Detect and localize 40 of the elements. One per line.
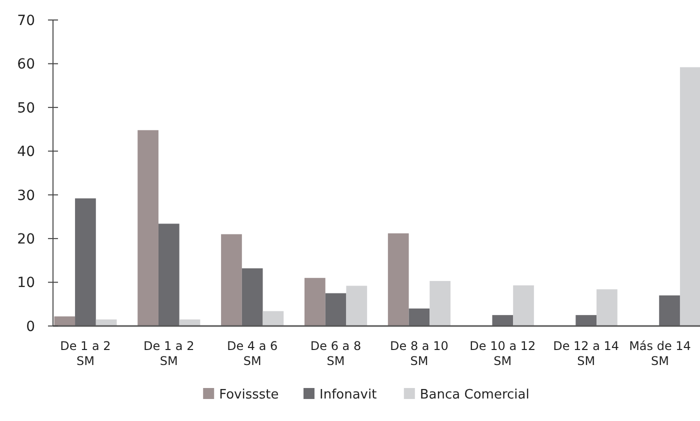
bar xyxy=(388,233,409,326)
x-tick-label: De 10 a 12 SM xyxy=(470,339,536,368)
bar xyxy=(408,308,430,326)
x-tick-label: Más de 14 SM xyxy=(629,339,691,368)
bar xyxy=(54,316,76,326)
bar xyxy=(96,319,117,326)
bar xyxy=(513,285,534,326)
bar xyxy=(680,67,700,326)
bar xyxy=(262,311,284,326)
y-tick-label: 10 xyxy=(17,275,35,292)
y-tick-label: 60 xyxy=(17,56,35,73)
y-tick-label: 0 xyxy=(26,318,35,335)
y-tick-label: 20 xyxy=(17,231,35,248)
bar xyxy=(346,286,368,326)
bar xyxy=(179,319,200,326)
bar xyxy=(158,224,180,326)
bar xyxy=(492,315,514,326)
y-tick-label: 30 xyxy=(17,188,35,204)
x-tick-label: De 12 a 14 SM xyxy=(553,339,620,368)
x-tick-label: De 6 a 8 SM xyxy=(310,339,362,368)
bar xyxy=(430,280,451,326)
bar xyxy=(75,198,96,326)
x-tick-label: De 1 a 2 SM xyxy=(60,339,111,368)
legend-label: Banca Comercial xyxy=(420,388,530,403)
x-tick-label: De 1 a 2 SM xyxy=(144,339,194,368)
y-tick-label: 50 xyxy=(17,100,35,116)
bar xyxy=(138,130,158,326)
bar xyxy=(221,234,242,326)
bar xyxy=(576,315,597,326)
y-tick-label: 40 xyxy=(17,144,35,160)
bar xyxy=(659,295,680,326)
bar xyxy=(242,268,263,326)
x-tick-label: De 4 a 6 SM xyxy=(226,339,278,368)
bar xyxy=(325,293,346,326)
bar xyxy=(596,289,618,326)
legend-label: Infonavit xyxy=(320,388,377,403)
legend-label: Fovissste xyxy=(219,388,279,403)
y-tick-label: 70 xyxy=(17,12,35,29)
x-tick-label: De 8 a 10 SM xyxy=(390,339,448,368)
bar xyxy=(304,278,326,326)
